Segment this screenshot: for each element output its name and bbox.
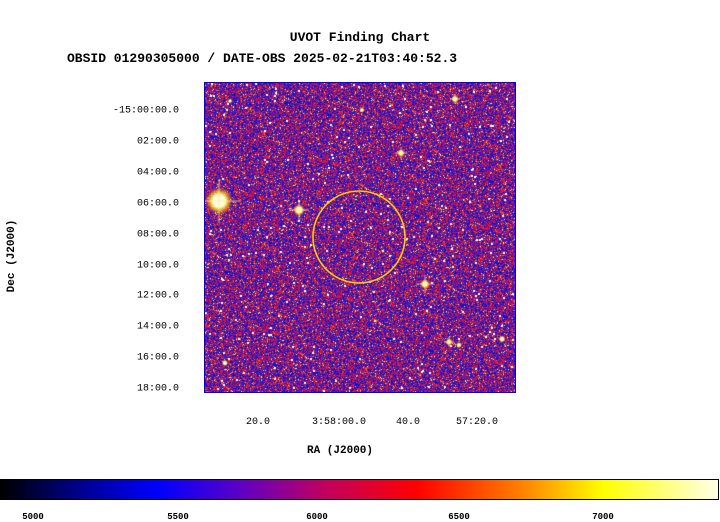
y-tick-label: 16:00.0: [136, 352, 179, 364]
colorbar-tick-label: 7000: [592, 512, 614, 522]
colorbar-tick-label: 5500: [167, 512, 189, 522]
x-tick-label: 3:58:00.0: [311, 417, 367, 428]
x-axis-label: RA (J2000): [306, 445, 373, 457]
colorbar-tick-label: 6000: [306, 512, 328, 522]
source-region-circle: [312, 190, 406, 284]
y-tick-label: 10:00.0: [136, 260, 179, 272]
chart-subtitle: OBSID 01290305000 / DATE-OBS 2025-02-21T…: [67, 51, 458, 66]
y-tick-label: -15:00:00.0: [112, 105, 179, 117]
sky-image: [205, 83, 515, 392]
chart-title: UVOT Finding Chart: [289, 30, 431, 45]
x-tick-label: 57:20.0: [455, 417, 499, 428]
y-tick-label: 08:00.0: [136, 229, 179, 241]
y-tick-label: 18:00.0: [136, 383, 179, 395]
y-tick-label: 06:00.0: [136, 198, 179, 210]
colorbar-tick-label: 5000: [22, 512, 44, 522]
y-tick-label: 02:00.0: [136, 136, 179, 148]
colorbar-tick-label: 6500: [448, 512, 470, 522]
x-tick-label: 20.0: [245, 417, 271, 428]
y-tick-label: 14:00.0: [136, 321, 179, 333]
x-tick-label: 40.0: [395, 417, 421, 428]
y-tick-label: 12:00.0: [136, 290, 179, 302]
y-tick-label: 04:00.0: [136, 167, 179, 179]
colorbar: [0, 479, 719, 500]
image-overlay: [312, 190, 406, 284]
y-axis-label: Dec (J2000): [6, 219, 18, 293]
image-frame: [204, 82, 516, 393]
